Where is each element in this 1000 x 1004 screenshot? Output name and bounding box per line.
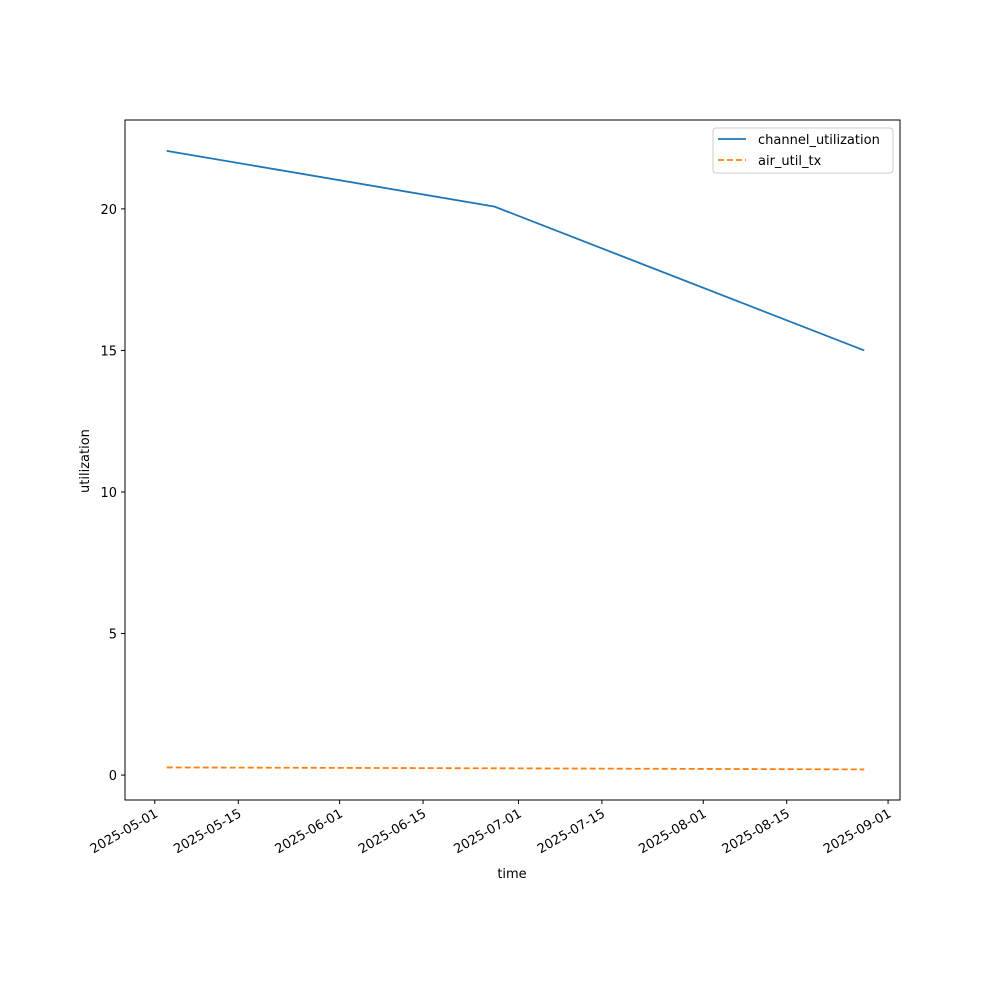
line-series [166,766,865,771]
plot-frame [124,119,901,801]
y-axis-label: utilization [78,429,93,493]
legend-box [712,127,894,174]
y-tick-label: 5 [109,628,117,643]
y-tick-label: 20 [100,203,117,218]
legend-label: air_util_tx [758,154,822,169]
x-axis-label: time [497,867,526,882]
y-tick-label: 0 [109,769,117,784]
y-tick-label: 15 [100,344,117,359]
y-tick-label: 10 [100,486,117,501]
line-series [166,149,865,352]
legend-label: channel_utilization [758,133,880,148]
